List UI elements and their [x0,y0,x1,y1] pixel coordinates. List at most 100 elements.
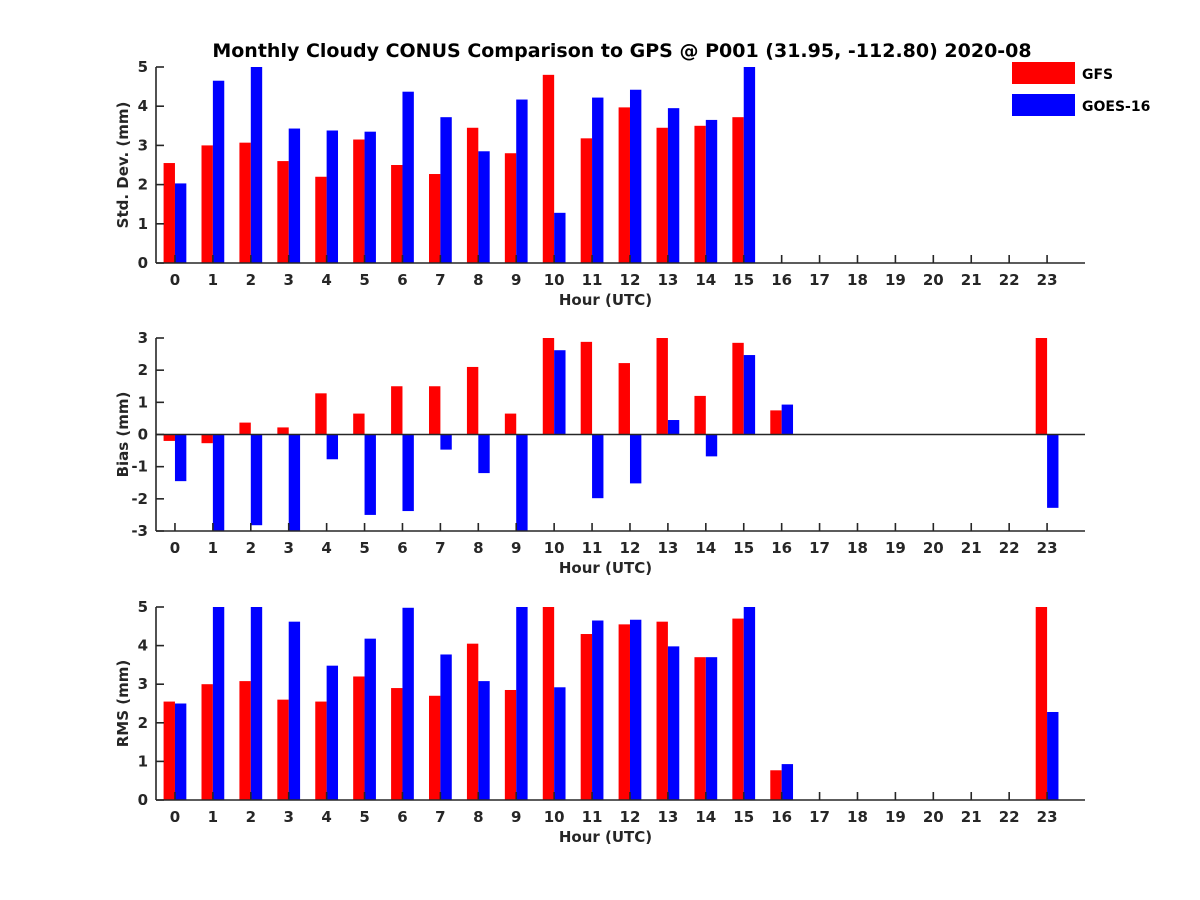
x-tick-label-bias: 9 [511,539,521,557]
x-tick-label-stddev: 1 [208,271,218,289]
bar-bias-goes-16-hour-3 [288,434,301,531]
x-tick-label-stddev: 15 [733,271,754,289]
bar-rms-goes-16-hour-3 [288,621,301,800]
x-tick-label-stddev: 5 [359,271,369,289]
x-tick-label-rms: 3 [283,808,293,826]
bar-rms-gfs-hour-1 [201,684,213,800]
y-tick-label-bias: 1 [138,393,148,411]
bar-rms-gfs-hour-9 [504,689,517,800]
x-tick-label-bias: 21 [961,539,982,557]
bar-bias-gfs-hour-8 [466,366,479,435]
x-tick-label-stddev: 14 [695,271,716,289]
bar-rms-gfs-hour-2 [239,681,251,800]
y-tick-label-stddev: 5 [138,58,148,76]
y-tick-label-bias: -2 [131,490,148,508]
x-axis-label-bias: Hour (UTC) [559,559,652,577]
y-tick-label-stddev: 2 [138,176,148,194]
x-tick-label-rms: 17 [809,808,830,826]
bar-rms-goes-16-hour-9 [516,607,528,800]
x-tick-label-bias: 11 [582,539,603,557]
x-axis-label-stddev: Hour (UTC) [559,291,652,309]
legend-swatch-gfs [1012,62,1075,84]
bar-stddev-goes-16-hour-8 [478,151,490,263]
x-tick-label-rms: 6 [397,808,407,826]
bar-rms-gfs-hour-7 [429,695,441,800]
x-tick-label-bias: 8 [473,539,483,557]
x-tick-label-rms: 4 [321,808,331,826]
bar-stddev-goes-16-hour-4 [326,130,339,263]
y-tick-label-rms: 5 [138,598,148,616]
bar-stddev-gfs-hour-2 [239,142,251,263]
bar-bias-gfs-hour-2 [239,422,251,435]
x-tick-label-stddev: 4 [321,271,331,289]
bar-stddev-gfs-hour-13 [656,127,668,263]
bar-rms-goes-16-hour-15 [743,607,756,800]
x-tick-label-stddev: 7 [435,271,445,289]
bar-bias-goes-16-hour-14 [705,434,718,457]
x-tick-label-bias: 16 [771,539,792,557]
bar-rms-goes-16-hour-7 [440,654,452,800]
y-axis-label-bias: Bias (mm) [114,392,132,478]
bar-rms-gfs-hour-8 [466,643,479,800]
y-tick-label-rms: 1 [138,752,148,770]
y-tick-label-rms: 0 [138,791,148,809]
x-tick-label-stddev: 18 [847,271,868,289]
x-tick-label-rms: 2 [246,808,256,826]
x-tick-label-rms: 11 [582,808,603,826]
x-tick-label-bias: 12 [620,539,641,557]
legend-label-gfs: GFS [1082,67,1113,83]
x-tick-label-bias: 4 [321,539,331,557]
x-tick-label-rms: 18 [847,808,868,826]
x-tick-label-stddev: 2 [246,271,256,289]
bar-bias-goes-16-hour-8 [478,434,490,474]
bar-stddev-gfs-hour-10 [542,74,555,263]
bar-bias-goes-16-hour-5 [364,434,376,515]
bar-rms-gfs-hour-3 [277,699,289,800]
x-tick-label-rms: 14 [695,808,716,826]
bar-stddev-goes-16-hour-0 [174,183,187,263]
x-tick-label-stddev: 8 [473,271,483,289]
bar-bias-goes-16-hour-13 [667,420,680,435]
x-tick-label-bias: 3 [283,539,293,557]
bar-rms-gfs-hour-14 [694,657,706,800]
x-tick-label-bias: 10 [544,539,565,557]
bar-stddev-goes-16-hour-7 [440,117,452,264]
legend: GFS GOES-16 [1012,62,1150,116]
bar-bias-goes-16-hour-15 [743,355,756,435]
x-tick-label-rms: 12 [620,808,641,826]
bar-stddev-goes-16-hour-13 [667,108,680,263]
bar-bias-gfs-hour-11 [580,341,593,435]
bar-rms-goes-16-hour-8 [478,681,490,800]
bar-rms-gfs-hour-16 [770,770,782,800]
y-tick-label-rms: 4 [138,637,148,655]
x-tick-label-stddev: 19 [885,271,906,289]
bar-rms-goes-16-hour-10 [554,687,566,800]
bar-bias-gfs-hour-6 [391,386,403,435]
bar-rms-gfs-hour-12 [618,624,630,800]
x-tick-label-rms: 10 [544,808,565,826]
bar-bias-goes-16-hour-9 [516,434,528,531]
bar-stddev-gfs-hour-6 [391,165,403,263]
y-tick-label-stddev: 1 [138,215,148,233]
x-tick-label-bias: 17 [809,539,830,557]
x-tick-label-stddev: 3 [283,271,293,289]
x-axis-label-rms: Hour (UTC) [559,828,652,846]
x-tick-label-rms: 0 [170,808,180,826]
bar-bias-gfs-hour-9 [504,413,517,435]
bar-bias-gfs-hour-1 [201,434,213,444]
bar-bias-goes-16-hour-23 [1047,434,1059,508]
y-axis-label-stddev: Std. Dev. (mm) [114,102,132,229]
bar-bias-goes-16-hour-10 [554,350,566,435]
bar-stddev-gfs-hour-1 [201,145,213,263]
y-tick-label-bias: 2 [138,361,148,379]
bar-stddev-goes-16-hour-3 [288,128,301,263]
x-tick-label-rms: 15 [733,808,754,826]
bar-bias-goes-16-hour-11 [592,434,604,499]
x-tick-label-rms: 16 [771,808,792,826]
bar-stddev-goes-16-hour-10 [554,212,566,263]
x-tick-label-bias: 18 [847,539,868,557]
bar-rms-gfs-hour-15 [732,618,744,800]
bar-rms-gfs-hour-4 [315,701,327,800]
x-tick-label-bias: 1 [208,539,218,557]
legend-label-goes16: GOES-16 [1082,99,1150,115]
